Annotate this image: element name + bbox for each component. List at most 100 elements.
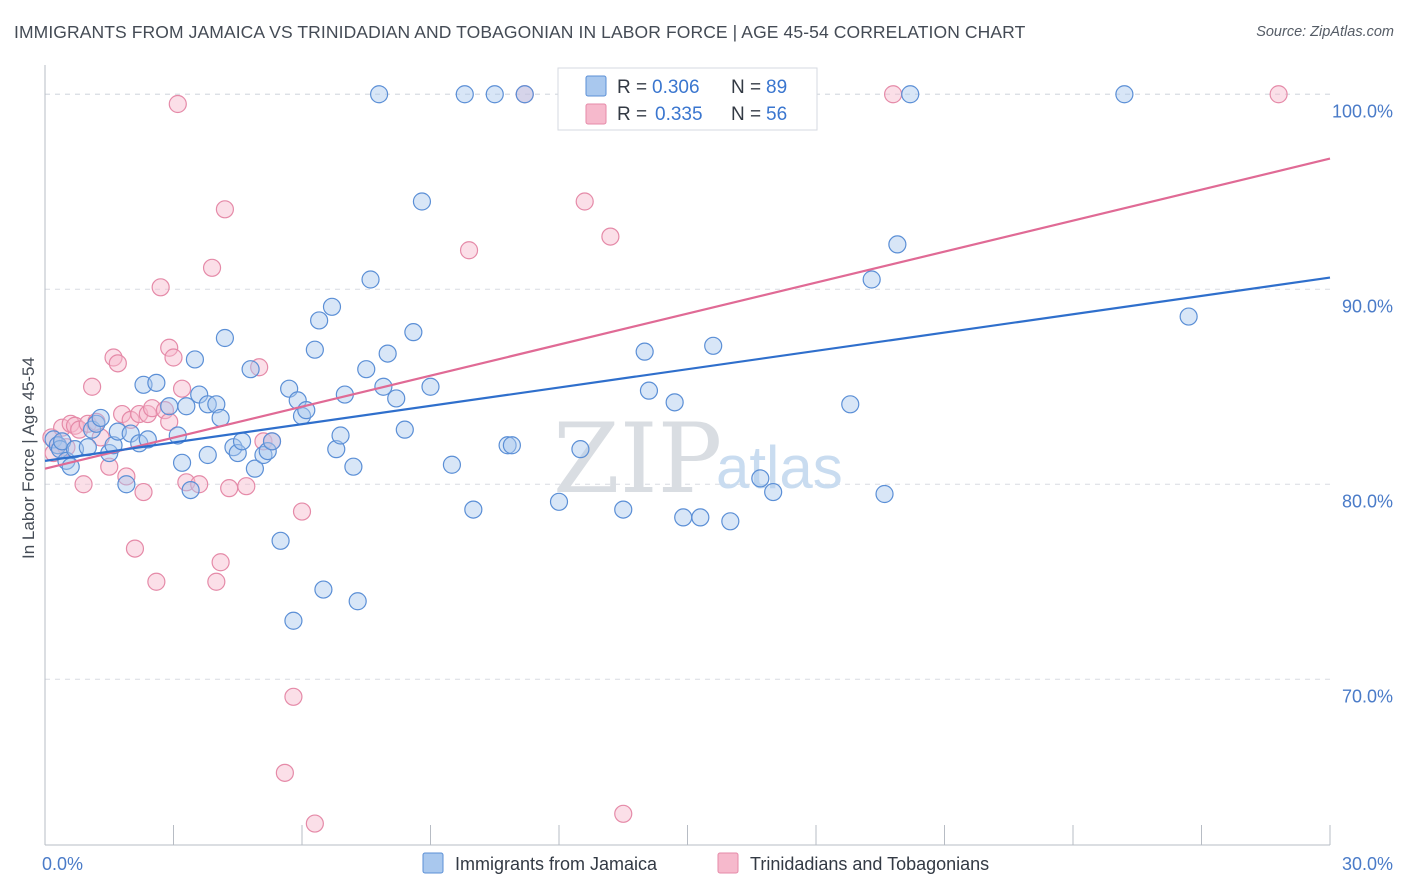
trinidad-point — [100, 457, 119, 476]
legend-n-label-1: N = — [731, 77, 761, 98]
trinidad-point — [172, 379, 192, 398]
jamaica-point — [875, 484, 894, 504]
legend-swatch-jamaica — [422, 852, 444, 874]
jamaica-point — [322, 297, 342, 316]
jamaica-point — [91, 408, 110, 428]
jamaica-point — [502, 436, 521, 455]
jamaica-point — [442, 455, 462, 474]
legend-n-value-1: 89 — [766, 77, 787, 98]
trinidad-point — [211, 553, 230, 572]
legend-r-label-2: R = — [617, 104, 647, 125]
trinidad-point — [883, 85, 903, 104]
jamaica-point — [395, 420, 414, 439]
jamaica-point — [232, 432, 252, 451]
y-tick-label: 90.0% — [1342, 296, 1393, 316]
jamaica-point — [764, 482, 783, 502]
trinidad-point — [305, 814, 324, 833]
legend-r-value-2: 0.335 — [655, 104, 703, 125]
trinidad-point — [147, 572, 166, 591]
series-jamaica-points — [44, 85, 1198, 630]
legend-n-label-2: N = — [731, 104, 761, 125]
jamaica-point — [549, 492, 569, 511]
trend-line-jamaica — [44, 276, 1331, 462]
watermark-zip: ZIP — [553, 403, 722, 515]
jamaica-point — [331, 426, 350, 445]
jamaica-point — [245, 459, 264, 478]
y-tick-label: 70.0% — [1342, 686, 1393, 706]
jamaica-point — [721, 512, 740, 531]
jamaica-point — [404, 323, 423, 342]
stats-legend: R = 0.306 N = 89 R = 0.335 N = 56 — [557, 67, 818, 131]
jamaica-point — [387, 389, 406, 408]
jamaica-point — [704, 336, 723, 355]
jamaica-point — [901, 85, 920, 104]
x-tick-label: 30.0% — [1342, 854, 1393, 874]
trinidad-point — [292, 502, 312, 521]
jamaica-point — [378, 344, 397, 363]
jamaica-point — [348, 592, 367, 611]
jamaica-point — [674, 508, 693, 527]
trinidad-point — [601, 227, 620, 246]
source-label: Source: ZipAtlas.com — [1256, 24, 1394, 40]
jamaica-point — [147, 373, 166, 392]
trinidad-point — [164, 348, 183, 367]
jamaica-point — [464, 500, 483, 519]
jamaica-point — [198, 445, 217, 465]
legend-label-jamaica: Immigrants from Jamaica — [455, 854, 658, 874]
legend-label-trinidad: Trinidadians and Tobagonians — [750, 854, 989, 874]
jamaica-point — [284, 611, 303, 630]
trinidad-point — [168, 94, 187, 114]
legend-n-value-2: 56 — [766, 104, 787, 125]
trinidad-point — [237, 477, 256, 496]
jamaica-point — [160, 397, 179, 416]
chart-title: IMMIGRANTS FROM JAMAICA VS TRINIDADIAN A… — [14, 22, 1026, 42]
trinidad-point — [614, 804, 633, 823]
trinidad-point — [575, 192, 594, 211]
trinidad-point — [74, 475, 93, 494]
jamaica-point — [357, 360, 376, 379]
legend-swatch-pink — [585, 103, 607, 125]
jamaica-point — [639, 381, 659, 400]
y-tick-label: 100.0% — [1332, 101, 1393, 121]
jamaica-point — [327, 440, 346, 459]
legend-r-label-1: R = — [617, 77, 647, 98]
trinidad-point — [160, 338, 179, 357]
trinidad-point — [220, 479, 239, 498]
watermark-atlas: atlas — [716, 434, 843, 501]
y-tick-label: 80.0% — [1342, 491, 1393, 511]
jamaica-point — [262, 432, 282, 451]
jamaica-point — [305, 340, 324, 359]
jamaica-point — [117, 475, 136, 494]
grid-lines — [45, 93, 1330, 680]
y-axis-label: In Labor Force | Age 45-54 — [19, 357, 38, 559]
trinidad-point — [160, 412, 179, 431]
jamaica-point — [614, 500, 633, 519]
jamaica-point — [177, 397, 196, 416]
legend-r-value-1: 0.306 — [652, 77, 700, 98]
trinidad-point — [134, 482, 153, 502]
trinidad-point — [207, 572, 226, 591]
jamaica-point — [370, 85, 389, 104]
jamaica-point — [241, 360, 260, 379]
jamaica-point — [1115, 85, 1134, 104]
jamaica-point — [258, 442, 277, 461]
jamaica-point — [344, 457, 363, 476]
jamaica-point — [635, 342, 654, 361]
series-legend: Immigrants from Jamaica Trinidadians and… — [422, 852, 989, 874]
trinidad-point — [117, 467, 136, 486]
jamaica-point — [412, 192, 432, 211]
tick-labels: 70.0% 80.0% 90.0% 100.0% 0.0% 30.0% — [42, 101, 1393, 874]
jamaica-point — [228, 443, 247, 463]
jamaica-point — [665, 393, 684, 412]
jamaica-point — [498, 436, 517, 455]
jamaica-point — [172, 453, 192, 472]
jamaica-point — [751, 469, 770, 488]
jamaica-point — [485, 85, 504, 104]
jamaica-point — [571, 440, 590, 459]
jamaica-point — [862, 270, 881, 289]
trinidad-point — [215, 200, 234, 219]
trinidad-point — [125, 539, 145, 558]
jamaica-point — [455, 85, 474, 104]
trinidad-point — [151, 278, 170, 297]
